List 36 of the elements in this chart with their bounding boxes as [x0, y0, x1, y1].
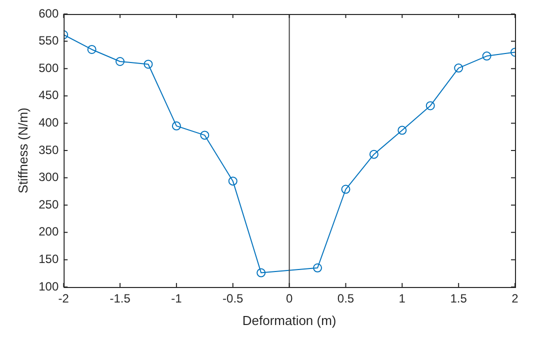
point	[256, 268, 266, 278]
y-tick-label: 150	[38, 252, 59, 266]
y-tick-label: 500	[38, 60, 59, 75]
y-tick-label: 550	[38, 34, 59, 48]
point	[426, 101, 435, 110]
x-tick-label: 2	[512, 292, 519, 306]
x-tick-label: -0.5	[222, 292, 244, 306]
y-tick-label: 450	[38, 88, 59, 102]
y-tick-label: 300	[38, 170, 59, 184]
y-tick-label: 350	[38, 142, 59, 157]
point	[116, 57, 125, 66]
y-tick-label: 600	[38, 6, 59, 20]
x-tick-label: 1	[398, 292, 406, 306]
y-tick-label: 100	[38, 279, 59, 294]
point	[144, 60, 153, 69]
point	[172, 121, 181, 130]
y-axis-title: Stiffness (N/m)	[15, 108, 30, 194]
point	[341, 184, 350, 194]
point	[200, 130, 210, 140]
x-tick-label: 0	[286, 292, 293, 306]
x-axis-title: Deformation (m)	[242, 312, 336, 328]
x-tick-label: 0.5	[337, 292, 354, 306]
x-tick-label: -1	[171, 292, 182, 306]
point	[482, 52, 492, 61]
point	[398, 126, 407, 135]
point	[228, 176, 238, 186]
x-tick-label: -1.5	[110, 292, 131, 306]
point	[454, 64, 464, 73]
y-tick-label: 400	[38, 116, 59, 130]
point	[369, 150, 378, 159]
y-tick-label: 250	[38, 197, 59, 212]
y-tick-label: 200	[38, 224, 59, 239]
x-tick-label: -2	[58, 292, 70, 306]
x-tick-label: 1.5	[450, 292, 468, 306]
point	[87, 44, 96, 54]
point	[313, 263, 322, 272]
